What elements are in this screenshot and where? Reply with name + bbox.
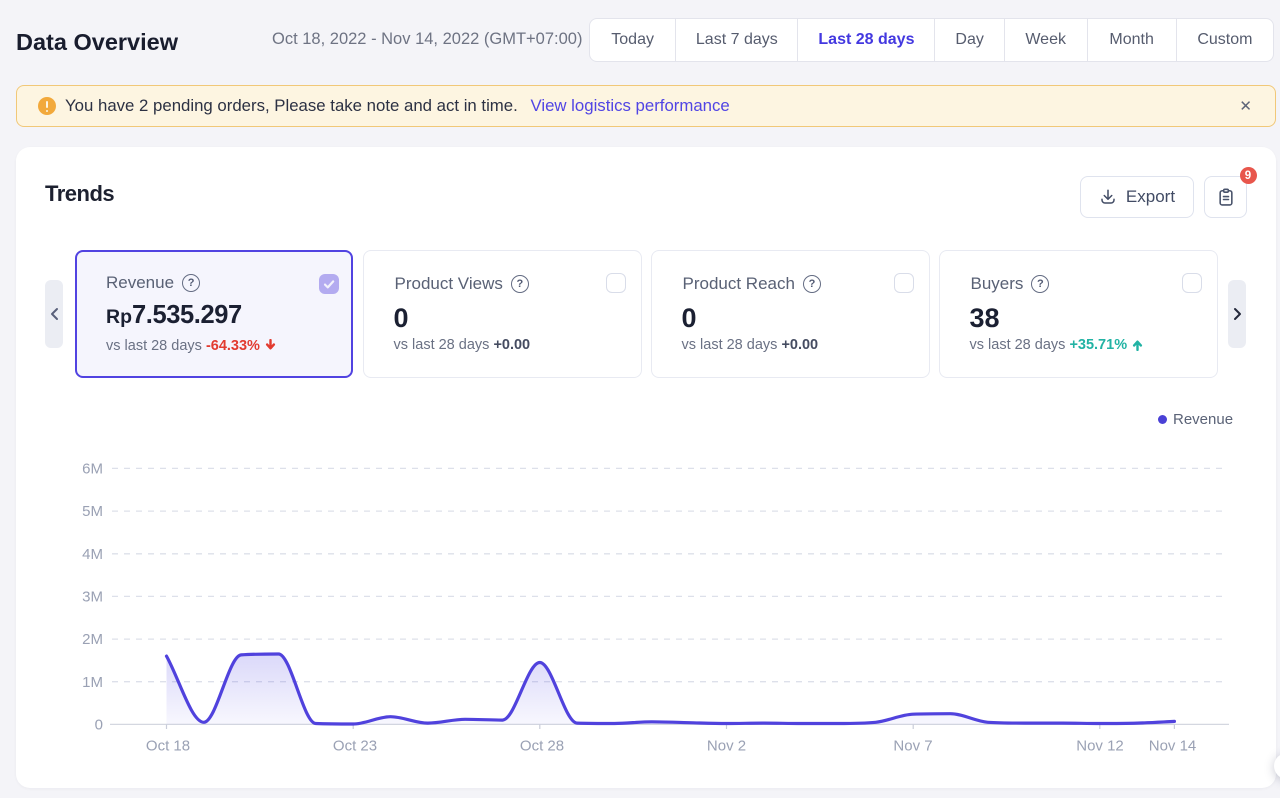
svg-text:6M: 6M [82,461,103,478]
svg-text:0: 0 [95,717,103,734]
svg-text:5M: 5M [82,503,103,520]
svg-text:Nov 2: Nov 2 [707,738,746,755]
svg-text:2M: 2M [82,631,103,648]
svg-text:Oct 18: Oct 18 [146,738,190,755]
svg-text:Oct 28: Oct 28 [520,738,564,755]
svg-text:Oct 23: Oct 23 [333,738,377,755]
svg-text:4M: 4M [82,546,103,563]
svg-text:Nov 12: Nov 12 [1076,738,1124,755]
svg-text:1M: 1M [82,674,103,691]
svg-text:Nov 7: Nov 7 [893,738,932,755]
svg-text:Nov 14: Nov 14 [1149,738,1197,755]
svg-text:3M: 3M [82,589,103,606]
